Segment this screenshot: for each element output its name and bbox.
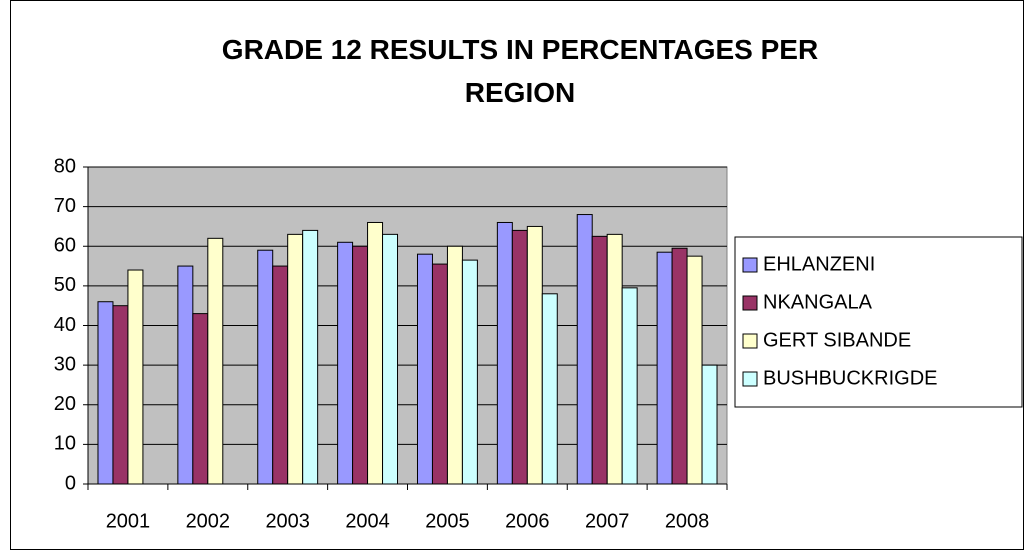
legend-swatch: [742, 333, 758, 349]
y-tick-label: 0: [65, 472, 76, 494]
x-tick-label: 2008: [665, 510, 710, 532]
bar: [352, 245, 369, 485]
bar: [686, 255, 703, 485]
chart-title: GRADE 12 RESULTS IN PERCENTAGES PER REGI…: [221, 34, 819, 108]
bar: [496, 221, 513, 485]
bar: [656, 251, 673, 485]
bar: [591, 235, 608, 485]
bar: [382, 233, 399, 485]
y-tick-label: 10: [54, 433, 76, 455]
bar: [446, 245, 463, 485]
bar: [606, 233, 623, 485]
bar: [302, 229, 319, 485]
bar: [701, 364, 718, 485]
bar: [127, 269, 144, 485]
bar: [257, 249, 274, 485]
bar: [112, 305, 129, 485]
y-tick-label: 40: [54, 314, 76, 336]
legend-box: [734, 236, 1023, 408]
bar: [511, 229, 528, 485]
bar: [541, 293, 558, 485]
bar: [177, 265, 194, 485]
y-tick-label: 30: [54, 353, 76, 375]
legend-label: EHLANZENI: [763, 253, 875, 275]
bar: [431, 263, 448, 485]
bar: [337, 241, 354, 485]
bar: [576, 214, 593, 485]
legend-swatch: [742, 295, 758, 311]
x-tick-label: 2005: [425, 510, 470, 532]
bar: [461, 259, 478, 485]
legend-label: GERT SIBANDE: [763, 329, 911, 351]
bar: [272, 265, 289, 485]
y-tick-label: 60: [54, 235, 76, 257]
legend-swatch: [742, 257, 758, 273]
x-tick-label: 2004: [345, 510, 390, 532]
bar: [192, 313, 209, 485]
x-tick-label: 2003: [265, 510, 310, 532]
x-tick-label: 2002: [186, 510, 231, 532]
bar: [526, 225, 543, 485]
bar: [287, 233, 304, 485]
legend-label: BUSHBUCKRIGDE: [763, 367, 937, 389]
legend-swatch: [742, 371, 758, 387]
y-tick-label: 70: [54, 195, 76, 217]
legend-label: NKANGALA: [763, 291, 873, 313]
bar: [416, 253, 433, 485]
y-tick-label: 80: [54, 155, 76, 177]
bar: [671, 247, 688, 485]
bar: [621, 287, 638, 485]
x-tick-label: 2001: [106, 510, 151, 532]
x-tick-label: 2006: [505, 510, 550, 532]
bar: [367, 221, 384, 485]
x-tick-label: 2007: [585, 510, 630, 532]
bar: [97, 301, 114, 485]
y-tick-label: 50: [54, 274, 76, 296]
y-tick-label: 20: [54, 393, 76, 415]
bar: [207, 237, 224, 485]
